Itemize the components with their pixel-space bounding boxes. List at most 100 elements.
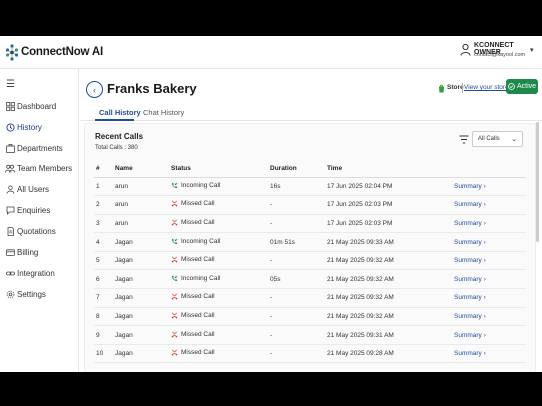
document-icon (5, 226, 15, 236)
active-status-button[interactable]: Active (506, 79, 538, 94)
call-duration: - (268, 195, 325, 215)
caller-name: Jagan (113, 344, 169, 364)
column-header-time: Time (325, 160, 452, 178)
row-number: 10 (94, 344, 113, 364)
call-status: Missed Call (169, 325, 268, 345)
call-time: 17 Jun 2025 02:04 PM (325, 177, 452, 197)
row-number: 4 (94, 232, 113, 252)
summary-link[interactable]: Summary › (452, 232, 526, 252)
summary-label: Summary (454, 238, 482, 246)
caller-name: arun (113, 195, 169, 215)
summary-link[interactable]: Summary › (452, 307, 526, 327)
incoming-call-icon (172, 182, 178, 188)
chevron-left-icon: ‹ (93, 84, 96, 95)
caller-name: Jagan (113, 269, 169, 290)
missed-call-icon (171, 312, 178, 319)
table-row[interactable]: 4 Jagan Incoming Call 01m 51s 21 May 202… (94, 232, 526, 252)
call-status-label: Missed Call (181, 256, 215, 264)
summary-link[interactable]: Summary › (452, 195, 526, 215)
summary-label: Summary (454, 350, 482, 358)
sidebar-item-label: Enquiries (17, 205, 51, 215)
call-duration: 05s (268, 269, 325, 290)
chevron-down-icon[interactable]: ▾ (530, 47, 534, 54)
call-status-label: Missed Call (181, 330, 215, 338)
summary-link[interactable]: Summary › (452, 214, 526, 234)
chevron-right-icon: › (481, 219, 486, 227)
caller-name: Jagan (113, 288, 169, 308)
table-row[interactable]: 3 arun Missed Call - 17 Jun 2025 02:03 P… (94, 214, 526, 234)
sidebar-item-history[interactable]: History (5, 120, 42, 134)
back-button[interactable]: ‹ (86, 81, 103, 98)
missed-call-icon (171, 201, 178, 207)
chevron-right-icon: › (481, 201, 486, 209)
sidebar-item-departments[interactable]: Departments (5, 141, 63, 155)
missed-call-icon (171, 293, 178, 300)
summary-link[interactable]: Summary › (452, 269, 526, 290)
sidebar-item-dashboard[interactable]: Dashboard (5, 99, 56, 113)
active-tab-indicator (95, 119, 134, 121)
sidebar-item-integration[interactable]: Integration (5, 266, 55, 280)
sidebar-item-label: Settings (17, 289, 46, 299)
incoming-call-icon (172, 238, 178, 244)
calls-table: # Name Status Duration Time 1 arun Incom… (94, 160, 526, 364)
summary-label: Summary (454, 331, 482, 339)
brand-name: ConnectNow AI (21, 46, 103, 58)
summary-label: Summary (454, 312, 482, 320)
sidebar-item-enquiries[interactable]: Enquiries (5, 203, 50, 217)
check-circle-icon (508, 83, 515, 90)
sidebar-item-quotations[interactable]: Quotations (5, 224, 56, 238)
tab-chat-history[interactable]: Chat History (143, 108, 185, 117)
call-time: 21 May 2025 09:32 AM (325, 251, 452, 271)
recent-calls-title: Recent Calls (95, 132, 144, 141)
table-row[interactable]: 8 Jagan Missed Call - 21 May 2025 09:32 … (94, 307, 526, 327)
table-row[interactable]: 10 Jagan Missed Call - 21 May 2025 09:28… (94, 344, 526, 364)
owner-name[interactable]: KCONNECT OWNER (474, 42, 514, 56)
incoming-call-icon (172, 275, 178, 281)
chevron-right-icon: › (481, 350, 486, 358)
row-number: 8 (94, 307, 113, 327)
tab-call-history[interactable]: Call History (99, 108, 141, 117)
sidebar-item-settings[interactable]: Settings (5, 287, 46, 301)
call-status: Missed Call (169, 344, 268, 364)
call-status: Incoming Call (169, 232, 268, 252)
user-icon[interactable] (460, 43, 471, 56)
row-number: 2 (94, 195, 113, 215)
scrollbar[interactable] (536, 122, 539, 242)
sidebar-item-billing[interactable]: Billing (5, 245, 38, 259)
chevron-right-icon: › (481, 182, 486, 190)
sidebar-item-label: Integration (17, 268, 55, 278)
summary-link[interactable]: Summary › (452, 288, 526, 308)
table-row[interactable]: 7 Jagan Missed Call - 21 May 2025 09:32 … (94, 288, 526, 308)
chat-bubble-icon (5, 205, 15, 215)
table-row[interactable]: 5 Jagan Missed Call - 21 May 2025 09:32 … (94, 251, 526, 271)
caller-name: Jagan (113, 325, 169, 345)
billing-icon (5, 247, 15, 257)
table-row[interactable]: 1 arun Incoming Call 16s 17 Jun 2025 02:… (94, 177, 526, 197)
summary-label: Summary (454, 257, 482, 265)
chevron-right-icon: › (481, 312, 486, 320)
app-screen: ConnectNow AI KCONNECT OWNER contact@kay… (0, 36, 542, 372)
filter-icon[interactable] (459, 135, 469, 144)
chevron-right-icon: › (481, 275, 486, 283)
table-row[interactable]: 6 Jagan Incoming Call 05s 21 May 2025 09… (94, 269, 526, 290)
summary-label: Summary (454, 201, 482, 209)
table-row[interactable]: 2 arun Missed Call - 17 Jun 2025 02:03 P… (94, 195, 526, 215)
store-icon (439, 84, 444, 93)
view-store-link[interactable]: View your store (464, 84, 509, 91)
summary-link[interactable]: Summary › (452, 344, 526, 364)
sidebar-item-team-members[interactable]: Team Members (5, 161, 72, 175)
table-row[interactable]: 9 Jagan Missed Call - 21 May 2025 09:31 … (94, 325, 526, 345)
active-label: Active (516, 83, 537, 90)
sidebar-item-label: Billing (17, 247, 39, 257)
summary-link[interactable]: Summary › (452, 177, 526, 197)
summary-label: Summary (454, 182, 482, 190)
calls-table-body: 1 arun Incoming Call 16s 17 Jun 2025 02:… (94, 177, 526, 364)
hamburger-menu-icon[interactable]: ☰ (6, 79, 15, 90)
summary-link[interactable]: Summary › (452, 325, 526, 345)
missed-call-icon (171, 256, 178, 263)
caller-name: arun (113, 177, 169, 197)
sidebar-item-all-users[interactable]: All Users (5, 182, 49, 196)
summary-link[interactable]: Summary › (452, 251, 526, 271)
call-filter-select[interactable]: All Calls ⌄ (472, 131, 523, 147)
call-time: 21 May 2025 09:32 AM (325, 288, 452, 308)
